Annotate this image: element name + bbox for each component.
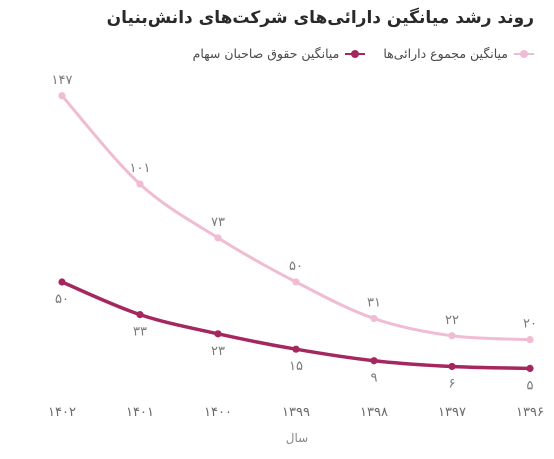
x-tick-label: ۱۳۹۹ xyxy=(282,405,310,420)
series-line-total-assets xyxy=(60,94,532,342)
x-tick-label: ۱۳۹۶ xyxy=(516,405,544,420)
data-point-equity xyxy=(526,364,534,372)
x-axis-title: سال xyxy=(286,431,308,445)
data-point-equity xyxy=(214,330,222,338)
data-point-total-assets xyxy=(526,336,534,344)
data-label-equity: ۹ xyxy=(371,371,378,386)
legend-swatch-equity xyxy=(345,49,366,59)
legend-label-total-assets: میانگین مجموع دارائی‌ها xyxy=(383,46,508,61)
data-point-total-assets xyxy=(370,314,378,323)
data-label-equity: ۱۵ xyxy=(289,359,303,374)
data-label-total-assets: ۵۰ xyxy=(289,259,303,274)
data-point-equity xyxy=(370,357,378,365)
data-point-total-assets xyxy=(214,234,222,242)
chart-title: روند رشد میانگین دارائی‌های شرکت‌های دان… xyxy=(106,8,534,28)
data-point-equity xyxy=(292,345,300,353)
data-label-total-assets: ۳۱ xyxy=(367,295,381,310)
data-point-equity xyxy=(448,362,456,371)
x-tick-label: ۱۴۰۰ xyxy=(204,405,232,420)
data-label-total-assets: ۱۰۱ xyxy=(130,161,151,176)
data-point-total-assets xyxy=(292,278,300,286)
data-label-total-assets: ۱۴۷ xyxy=(52,73,73,88)
data-point-total-assets xyxy=(58,92,66,100)
x-tick-label: ۱۳۹۸ xyxy=(360,405,388,420)
data-point-total-assets xyxy=(136,180,144,188)
x-tick-label: ۱۴۰۱ xyxy=(126,405,154,420)
x-tick-label: ۱۳۹۷ xyxy=(438,405,466,420)
data-label-equity: ۵ xyxy=(527,378,534,393)
data-label-total-assets: ۲۲ xyxy=(445,313,459,328)
legend-item-equity: میانگین حقوق صاحبان سهام xyxy=(193,46,366,61)
data-label-equity: ۲۳ xyxy=(211,344,225,359)
data-label-total-assets: ۷۳ xyxy=(211,215,225,230)
legend: میانگین مجموع دارائی‌ها میانگین حقوق صاح… xyxy=(193,46,534,61)
data-label-equity: ۵۰ xyxy=(55,292,69,307)
data-label-total-assets: ۲۰ xyxy=(523,317,537,332)
data-label-equity: ۶ xyxy=(449,376,456,391)
data-label-equity: ۳۳ xyxy=(133,325,147,340)
data-point-equity xyxy=(136,311,144,319)
data-point-equity xyxy=(58,278,66,286)
x-tick-label: ۱۴۰۲ xyxy=(48,405,76,420)
legend-swatch-total-assets xyxy=(514,49,534,59)
legend-label-equity: میانگین حقوق صاحبان سهام xyxy=(192,46,340,61)
legend-swatch-dot xyxy=(520,49,528,58)
legend-swatch-dot xyxy=(351,49,360,58)
legend-item-total-assets: میانگین مجموع دارائی‌ها xyxy=(383,46,534,61)
data-point-total-assets xyxy=(448,332,456,340)
